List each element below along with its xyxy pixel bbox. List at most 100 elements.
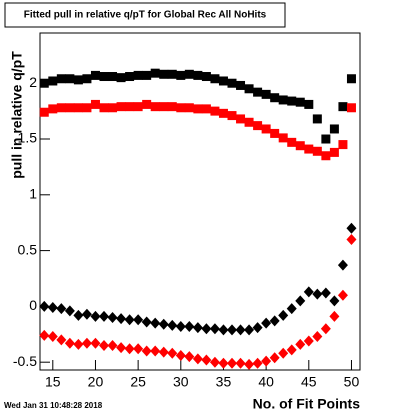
data-point xyxy=(39,78,49,88)
data-point xyxy=(184,351,195,363)
data-point xyxy=(99,339,109,351)
data-point xyxy=(133,70,143,80)
data-point xyxy=(99,310,109,322)
data-point xyxy=(227,324,237,336)
data-point xyxy=(73,338,84,350)
data-point xyxy=(287,96,297,106)
data-point xyxy=(142,70,152,80)
data-point xyxy=(116,73,126,83)
data-point xyxy=(175,349,186,361)
data-point xyxy=(192,353,203,365)
data-point xyxy=(346,222,357,234)
data-point xyxy=(90,70,100,80)
data-point xyxy=(201,104,211,114)
data-point xyxy=(209,323,220,335)
data-point xyxy=(209,356,220,368)
data-point xyxy=(99,103,109,113)
data-point xyxy=(39,107,49,117)
data-point xyxy=(141,345,152,357)
data-point xyxy=(133,343,144,355)
data-point xyxy=(244,84,254,94)
data-point xyxy=(73,75,83,85)
data-point xyxy=(73,103,83,113)
data-point xyxy=(124,314,135,326)
data-point xyxy=(261,89,271,99)
data-point xyxy=(227,78,237,88)
data-point xyxy=(193,104,203,114)
x-tick-label: 45 xyxy=(301,374,317,390)
data-point xyxy=(210,74,220,84)
x-tick-label: 25 xyxy=(130,374,146,390)
data-point xyxy=(47,302,58,314)
y-tick-label: 1 xyxy=(29,186,37,202)
data-point xyxy=(287,137,297,147)
data-point xyxy=(193,70,203,80)
data-point xyxy=(184,103,194,113)
data-point xyxy=(47,331,58,343)
data-point xyxy=(65,103,75,113)
data-point xyxy=(337,289,348,301)
data-point xyxy=(201,354,212,366)
data-point xyxy=(64,337,75,349)
y-tick-label: -0.5 xyxy=(13,353,37,369)
data-point xyxy=(133,102,143,112)
data-point xyxy=(236,80,246,90)
data-point xyxy=(295,97,305,107)
data-point xyxy=(252,357,263,369)
data-point xyxy=(176,103,186,113)
data-point xyxy=(124,343,135,355)
data-point xyxy=(56,334,67,346)
data-point xyxy=(253,121,263,131)
data-point xyxy=(295,295,306,307)
y-tick-label: 0 xyxy=(29,297,37,313)
data-point xyxy=(175,320,186,332)
chart-title: Fitted pull in relative q/pT for Global … xyxy=(24,10,267,21)
data-point xyxy=(82,103,92,113)
data-point xyxy=(81,337,92,349)
data-point xyxy=(244,324,255,336)
x-axis-label: No. of Fit Points xyxy=(253,396,361,412)
y-axis-label: pull in relative q/pT xyxy=(9,51,25,179)
data-point xyxy=(56,303,67,315)
data-point xyxy=(304,144,314,154)
data-point xyxy=(107,339,118,351)
data-point xyxy=(192,322,203,334)
data-point xyxy=(90,310,101,322)
data-point xyxy=(210,106,220,116)
data-point xyxy=(286,303,297,315)
data-point xyxy=(321,134,331,144)
data-point xyxy=(329,310,340,322)
data-point xyxy=(270,93,280,103)
data-point xyxy=(99,72,109,82)
data-point xyxy=(261,317,272,329)
data-point xyxy=(235,324,246,336)
data-point xyxy=(269,352,280,364)
data-point xyxy=(116,102,126,112)
data-point xyxy=(252,322,263,334)
data-point xyxy=(90,337,101,349)
data-point xyxy=(201,72,211,82)
data-point xyxy=(56,103,66,113)
data-point xyxy=(278,309,289,321)
y-tick-label: 1.5 xyxy=(18,130,38,146)
x-tick-label: 40 xyxy=(258,374,274,390)
data-point xyxy=(218,108,228,118)
data-point xyxy=(286,344,297,356)
data-point xyxy=(158,346,169,358)
x-tick-label: 50 xyxy=(344,374,360,390)
title-box xyxy=(4,2,286,28)
data-point xyxy=(329,147,339,157)
data-point xyxy=(116,342,127,354)
data-point xyxy=(167,69,177,79)
data-point xyxy=(227,357,237,369)
data-point xyxy=(278,347,289,359)
data-point xyxy=(236,114,246,124)
data-point xyxy=(338,140,348,150)
data-point xyxy=(270,128,280,138)
data-point xyxy=(116,313,127,325)
data-point xyxy=(150,345,161,357)
data-point xyxy=(176,70,186,80)
data-point xyxy=(65,74,75,84)
